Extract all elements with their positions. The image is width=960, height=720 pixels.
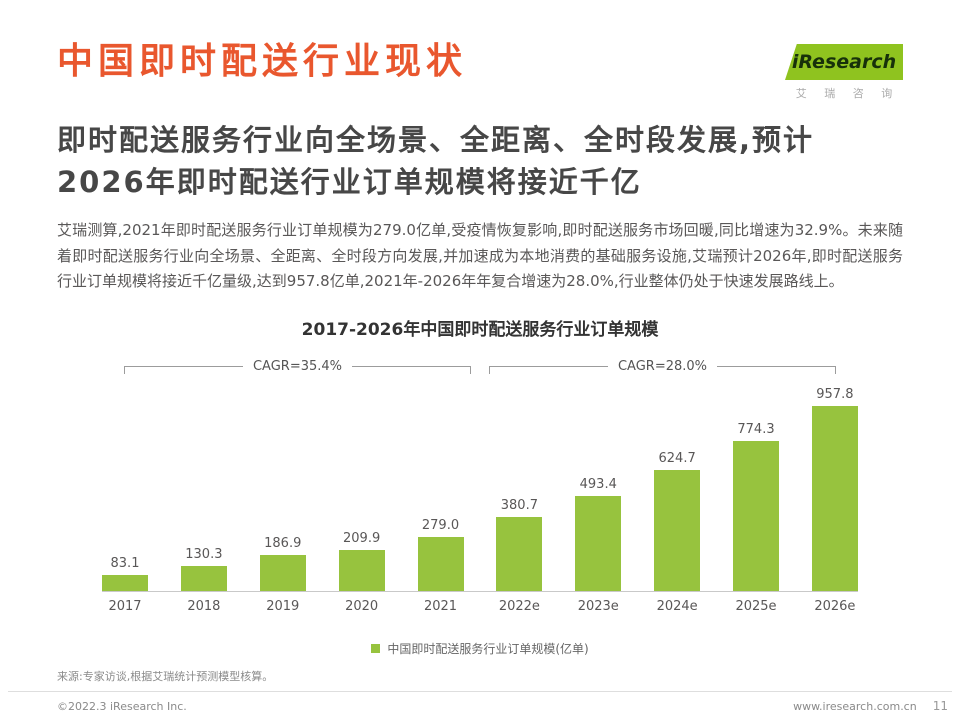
iresearch-logo-flag: iResearch xyxy=(785,44,903,80)
iresearch-logo-subtitle: 艾 瑞 咨 询 xyxy=(795,87,900,100)
bar-value-label: 83.1 xyxy=(110,555,140,571)
bar xyxy=(496,516,543,591)
bar-column: 209.9 xyxy=(338,530,385,591)
cagr-annotations: CAGR=35.4% CAGR=28.0% xyxy=(102,358,858,376)
bar xyxy=(180,565,227,591)
bar-column: 380.7 xyxy=(496,497,543,591)
bracket-tick xyxy=(835,365,837,374)
legend-label: 中国即时配送服务行业订单规模(亿单) xyxy=(387,641,589,656)
source-note: 来源:专家访谈,根据艾瑞统计预测模型核算。 xyxy=(57,670,274,683)
x-axis-label: 2022e xyxy=(498,598,540,614)
bracket-tick xyxy=(124,365,125,374)
chart-legend: 中国即时配送服务行业订单规模(亿单) xyxy=(57,640,903,657)
bar-value-label: 774.3 xyxy=(737,421,775,437)
bar-column: 186.9 xyxy=(259,535,306,591)
bar-chart: 2017-2026年中国即时配送服务行业订单规模 CAGR=35.4% CAGR… xyxy=(57,315,903,657)
x-axis-label: 2021 xyxy=(423,598,458,614)
x-axis-label: 2019 xyxy=(266,598,300,614)
bar-value-label: 209.9 xyxy=(343,530,381,546)
footer-right: www.iresearch.com.cn 11 xyxy=(793,699,948,713)
bar-column: 130.3 xyxy=(180,546,227,591)
x-axis-labels: 2017 2018 2019 2020 2021 2022e 2023e 2024e 2025e… xyxy=(102,599,858,614)
website-url: www.iresearch.com.cn xyxy=(793,699,917,713)
footer-bottom-row: ©2022.3 iResearch Inc. www.iresearch.com… xyxy=(57,699,948,713)
bar-value-label: 186.9 xyxy=(264,535,302,551)
bar-column: 957.8 xyxy=(811,386,858,591)
bar xyxy=(654,469,701,591)
bracket-line xyxy=(717,365,836,367)
bar-column: 624.7 xyxy=(654,450,701,591)
copyright: ©2022.3 iResearch Inc. xyxy=(57,699,187,713)
bar xyxy=(259,554,306,591)
legend-swatch xyxy=(371,643,381,653)
bracket-tick xyxy=(470,365,472,374)
bar-column: 774.3 xyxy=(733,422,779,591)
bar-column: 83.1 xyxy=(102,556,148,591)
bar-column: 493.4 xyxy=(575,476,622,591)
x-axis-label: 2020 xyxy=(345,598,379,614)
header: 中国即时配送行业现状 iResearch 艾 瑞 咨 询 xyxy=(57,0,903,101)
body-paragraph: 艾瑞测算,2021年即时配送服务行业订单规模为279.0亿单,受疫情恢复影响,即… xyxy=(57,221,903,291)
bar-value-label: 624.7 xyxy=(658,450,696,466)
bracket-line xyxy=(490,365,608,367)
bar-column: 279.0 xyxy=(417,517,464,591)
x-axis-label: 2026e xyxy=(814,598,856,614)
bracket-line xyxy=(125,365,243,367)
x-axis-label: 2024e xyxy=(656,598,698,614)
bar xyxy=(575,495,622,591)
plot-area: 83.1 130.3 186.9 209.9 279.0 380.7 493.4 624.7 7… xyxy=(102,380,858,592)
x-axis-label: 2017 xyxy=(108,598,142,614)
x-axis-label: 2025e xyxy=(735,598,777,614)
chart-title: 2017-2026年中国即时配送服务行业订单规模 xyxy=(301,319,659,340)
x-axis-label: 2018 xyxy=(187,598,221,614)
iresearch-logo-text: iResearch xyxy=(791,51,897,73)
cagr-label-left: CAGR=35.4% xyxy=(252,358,343,374)
page-title: 中国即时配送行业现状 xyxy=(57,41,468,82)
bar xyxy=(102,574,148,591)
headline-line-1: 即时配送服务行业向全场景、全距离、全时段发展,预计 xyxy=(57,123,815,157)
cagr-bracket-right: CAGR=28.0% xyxy=(489,358,837,376)
bar-value-label: 380.7 xyxy=(500,497,538,513)
headline-line-2: 2026年即时配送行业订单规模将接近千亿 xyxy=(57,165,642,200)
iresearch-logo: iResearch 艾 瑞 咨 询 xyxy=(785,44,903,101)
bar xyxy=(338,549,385,591)
bar xyxy=(811,405,858,591)
footer-divider xyxy=(8,691,952,692)
bracket-tick xyxy=(489,365,490,374)
bar-value-label: 279.0 xyxy=(421,517,460,533)
bar xyxy=(417,536,464,591)
headline: 即时配送服务行业向全场景、全距离、全时段发展,预计 2026年即时配送行业订单规… xyxy=(57,119,903,203)
bar-value-label: 493.4 xyxy=(579,476,617,492)
bar-value-label: 957.8 xyxy=(816,386,854,402)
cagr-label-right: CAGR=28.0% xyxy=(617,358,708,374)
cagr-bracket-left: CAGR=35.4% xyxy=(124,358,472,376)
bar-group: 83.1 130.3 186.9 209.9 279.0 380.7 493.4 624.7 7… xyxy=(102,380,858,592)
x-axis-label: 2023e xyxy=(577,598,619,614)
bar-value-label: 130.3 xyxy=(185,546,223,562)
page-number: 11 xyxy=(932,699,948,713)
bracket-line xyxy=(352,365,471,367)
bar xyxy=(733,440,779,591)
